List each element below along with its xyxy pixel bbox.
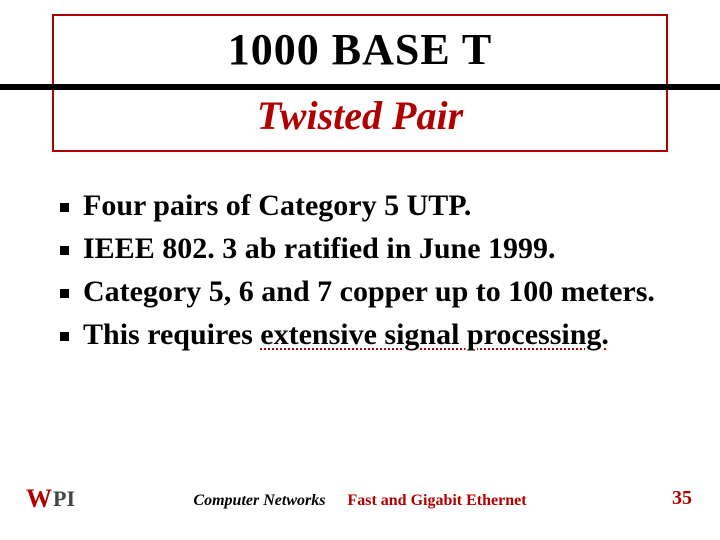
- title-main: 1000 BASE T: [0, 24, 720, 75]
- bullet-icon: [60, 332, 69, 341]
- bullet-pre: This requires: [83, 318, 260, 351]
- bullet-text: Category 5, 6 and 7 copper up to 100 met…: [83, 272, 655, 311]
- bullet-icon: [60, 203, 69, 212]
- list-item: IEEE 802. 3 ab ratified in June 1999.: [60, 229, 670, 268]
- bullet-underlined: extensive signal processing.: [260, 318, 609, 351]
- bullet-text: Four pairs of Category 5 UTP.: [83, 186, 471, 225]
- page-number: 35: [672, 487, 692, 510]
- footer-text: Computer Networks Fast and Gigabit Ether…: [0, 492, 720, 510]
- title-divider: [0, 84, 720, 90]
- list-item: This requires extensive signal processin…: [60, 315, 670, 354]
- bullet-icon: [60, 289, 69, 298]
- bullet-icon: [60, 246, 69, 255]
- bullet-text: This requires extensive signal processin…: [83, 315, 609, 354]
- footer-left: Computer Networks: [193, 492, 325, 509]
- list-item: Category 5, 6 and 7 copper up to 100 met…: [60, 272, 670, 311]
- bullet-pre: Category 5, 6 and 7 copper up to 100 met…: [83, 275, 655, 308]
- footer: WPI Computer Networks Fast and Gigabit E…: [0, 494, 720, 524]
- footer-right: Fast and Gigabit Ethernet: [347, 492, 526, 509]
- bullet-list: Four pairs of Category 5 UTP. IEEE 802. …: [60, 186, 670, 358]
- bullet-pre: IEEE 802. 3 ab ratified in June 1999.: [83, 232, 556, 265]
- bullet-pre: Four pairs of Category 5 UTP.: [83, 189, 471, 222]
- title-sub: Twisted Pair: [0, 92, 720, 139]
- list-item: Four pairs of Category 5 UTP.: [60, 186, 670, 225]
- bullet-text: IEEE 802. 3 ab ratified in June 1999.: [83, 229, 556, 268]
